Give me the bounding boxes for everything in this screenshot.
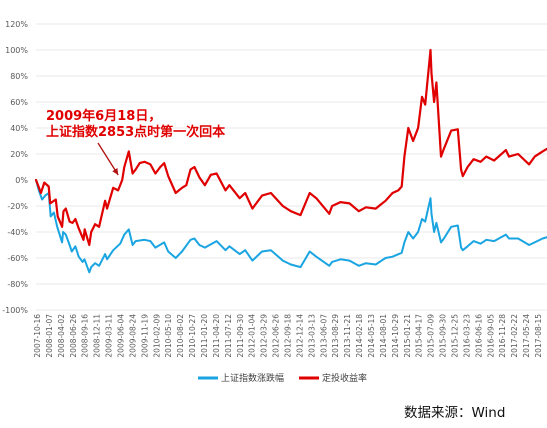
legend: 上证指数涨跌幅 定投收益率	[198, 372, 367, 384]
x-tick-label: 2010-05-10	[164, 314, 173, 358]
x-tick-label: 2013-03-13	[307, 314, 316, 358]
x-tick-label: 2015-09-30	[439, 314, 448, 358]
x-tick-label: 2010-10-27	[188, 314, 197, 358]
y-axis: 120% 100% 80% 60% 40% 20% 0% -20% -40% -60% -80% -1…	[2, 20, 28, 315]
x-tick-label: 2008-12-11	[93, 314, 102, 358]
y-tick-label: 20%	[10, 150, 28, 159]
y-tick-label: 40%	[10, 124, 28, 133]
x-tick-label: 2016-09-05	[486, 314, 495, 358]
x-tick-label: 2007-10-16	[33, 314, 42, 358]
x-tick-label: 2008-04-02	[57, 314, 66, 358]
series-line-dca	[34, 48, 547, 247]
annotation-line-2: 上证指数2853点时第一次回本	[46, 124, 225, 140]
x-axis: 2007-10-16 2008-01-07 2008-04-02 2008-06-26…	[33, 314, 543, 358]
x-tick-label: 2016-03-23	[462, 314, 471, 358]
y-tick-label: -60%	[7, 254, 28, 263]
x-tick-label: 2014-08-01	[379, 314, 388, 358]
x-tick-label: 2009-06-04	[117, 314, 126, 358]
x-tick-label: 2017-02-22	[510, 314, 519, 358]
x-tick-label: 2014-10-29	[391, 314, 400, 358]
annotation-arrowhead	[112, 168, 119, 175]
x-tick-label: 2009-11-19	[140, 314, 149, 358]
x-tick-label: 2010-02-09	[152, 314, 161, 358]
y-tick-label: 0%	[15, 176, 28, 185]
x-tick-label: 2009-03-11	[105, 314, 114, 358]
annotation-line-1: 2009年6月18日，	[46, 108, 161, 124]
x-tick-label: 2013-06-07	[319, 314, 328, 358]
annotation-arrow	[97, 142, 119, 176]
x-tick-label: 2013-11-21	[343, 314, 352, 358]
x-tick-label: 2014-05-13	[367, 314, 376, 358]
y-tick-label: 100%	[5, 46, 28, 55]
x-tick-label: 2017-05-24	[522, 314, 531, 358]
legend-label-dca: 定投收益率	[322, 372, 367, 384]
y-tick-label: -80%	[7, 280, 28, 289]
gridlines	[36, 23, 547, 311]
series-line-index	[35, 179, 547, 274]
x-tick-label: 2017-08-15	[534, 314, 543, 358]
y-tick-label: 60%	[10, 98, 28, 107]
x-tick-label: 2011-04-20	[212, 314, 221, 358]
x-tick-label: 2011-07-12	[224, 314, 233, 358]
y-tick-label: -20%	[7, 202, 28, 211]
legend-label-index: 上证指数涨跌幅	[221, 372, 284, 384]
y-tick-label: 80%	[10, 72, 28, 81]
x-tick-label: 2008-01-07	[45, 314, 54, 358]
y-tick-label: 120%	[5, 20, 28, 29]
x-tick-label: 2011-09-30	[236, 314, 245, 358]
annotation: 2009年6月18日， 上证指数2853点时第一次回本	[46, 108, 225, 176]
x-tick-label: 2016-11-28	[498, 314, 507, 358]
series-lines	[34, 48, 547, 274]
x-tick-label: 2012-03-29	[260, 314, 269, 358]
x-tick-label: 2008-09-16	[81, 314, 90, 358]
source-note: 数据来源：Wind	[404, 405, 505, 421]
x-tick-label: 2009-08-24	[128, 314, 137, 358]
y-tick-label: -40%	[7, 228, 28, 237]
x-tick-label: 2015-12-25	[451, 314, 460, 358]
x-tick-label: 2013-08-29	[331, 314, 340, 358]
x-tick-label: 2014-02-18	[355, 314, 364, 358]
x-tick-label: 2012-12-14	[295, 314, 304, 358]
x-tick-label: 2015-01-21	[403, 314, 412, 358]
x-tick-label: 2012-06-26	[272, 314, 281, 358]
x-tick-label: 2008-06-26	[69, 314, 78, 358]
x-tick-label: 2012-01-04	[248, 314, 257, 358]
x-tick-label: 2012-09-18	[284, 314, 293, 358]
x-tick-label: 2010-08-02	[176, 314, 185, 358]
x-tick-label: 2015-07-09	[427, 314, 436, 358]
y-tick-label: -100%	[2, 306, 28, 315]
x-tick-label: 2011-01-20	[200, 314, 209, 358]
x-tick-label: 2015-04-17	[415, 314, 424, 358]
x-tick-label: 2016-06-16	[474, 314, 483, 358]
